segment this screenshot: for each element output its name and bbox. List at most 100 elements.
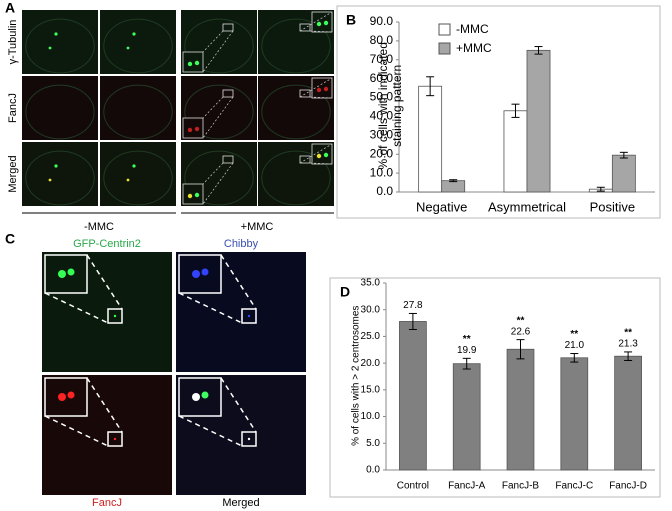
- zoom-line: [44, 415, 109, 447]
- bar: [441, 180, 466, 193]
- signal: [126, 178, 130, 182]
- zoom-line: [202, 30, 224, 53]
- y-tick-label: 30.0: [370, 128, 394, 142]
- cell-outline: [25, 84, 95, 140]
- row-label: γ-Tubulin: [7, 20, 19, 65]
- cell-outline: [261, 84, 331, 140]
- zoom-box: [241, 431, 257, 447]
- zoom-line: [44, 292, 109, 324]
- bar: [614, 355, 642, 471]
- y-tick-label: 15.0: [361, 384, 381, 395]
- signal: [316, 87, 322, 93]
- signal: [201, 268, 209, 276]
- micrograph: [100, 76, 176, 140]
- bar: [526, 49, 551, 193]
- zoom-line: [220, 377, 257, 433]
- zoom-line: [178, 292, 243, 324]
- signal: [67, 268, 75, 276]
- y-tick-label: 25.0: [361, 331, 381, 342]
- cell-outline: [261, 150, 331, 206]
- signal: [187, 193, 193, 199]
- bar: [418, 85, 443, 193]
- y-tick-label: 20.0: [370, 146, 394, 160]
- x-tick-label: Control: [397, 481, 429, 492]
- bar: [452, 363, 481, 471]
- panel-label: A: [5, 0, 15, 16]
- signal: [323, 86, 329, 92]
- significance-mark: **: [570, 329, 578, 340]
- signal: [247, 314, 251, 318]
- condition-label: -MMC: [84, 221, 114, 233]
- signal: [132, 32, 136, 36]
- signal: [194, 60, 200, 66]
- inset: [311, 143, 333, 165]
- zoom-box: [241, 308, 257, 324]
- y-tick-label: 90.0: [370, 14, 394, 28]
- significance-mark: **: [517, 315, 525, 326]
- cell-outline: [103, 18, 173, 74]
- zoom-box: [107, 308, 123, 324]
- cell-outline: [261, 18, 331, 74]
- bar: [506, 348, 535, 471]
- micrograph: [100, 10, 176, 74]
- row-label: FancJ: [7, 93, 19, 123]
- panel-label: C: [5, 231, 15, 247]
- y-tick-label: 10.0: [361, 411, 381, 422]
- zoom-line: [86, 254, 123, 310]
- signal: [187, 127, 193, 133]
- micrograph: [22, 10, 98, 74]
- x-tick-label: Negative: [416, 199, 467, 214]
- zoom-box: [299, 89, 311, 98]
- x-tick-label: FancJ-C: [555, 481, 593, 492]
- signal: [48, 46, 52, 50]
- x-tick-label: FancJ-A: [448, 481, 486, 492]
- cell-outline: [103, 84, 173, 140]
- legend-label: +MMC: [456, 41, 492, 55]
- y-tick-label: 20.0: [361, 358, 381, 369]
- value-label: 22.6: [511, 326, 531, 337]
- signal: [192, 270, 200, 278]
- micrograph: [100, 142, 176, 206]
- micrograph: [22, 142, 98, 206]
- value-label: 19.9: [457, 345, 477, 356]
- value-label: 21.3: [618, 339, 638, 350]
- panel-label: D: [340, 284, 350, 300]
- panel-b-frame: [336, 5, 661, 219]
- zoom-line: [202, 162, 224, 185]
- signal: [316, 21, 322, 27]
- y-tick-label: 0.0: [366, 465, 380, 476]
- zoom-box: [222, 89, 234, 98]
- y-tick-label: 10.0: [370, 165, 394, 179]
- inset: [182, 51, 204, 73]
- cell-outline: [25, 150, 95, 206]
- y-axis-label: % of cells with indicated staining patte…: [376, 42, 404, 170]
- bar: [503, 110, 528, 193]
- signal: [48, 178, 52, 182]
- zoom-box: [107, 431, 123, 447]
- zoom-line: [202, 30, 234, 73]
- y-axis-label: % of cells with > 2 centrosomes: [350, 305, 362, 446]
- x-tick-label: FancJ-D: [609, 481, 647, 492]
- condition-label: +MMC: [241, 221, 274, 233]
- signal: [194, 192, 200, 198]
- cell-outline: [103, 150, 173, 206]
- channel-label: Merged: [222, 497, 259, 509]
- cell-outline: [184, 18, 254, 74]
- inset: [182, 183, 204, 205]
- y-tick-label: 40.0: [370, 109, 394, 123]
- zoom-box: [299, 23, 311, 32]
- channel-label: Chibby: [224, 238, 259, 250]
- signal: [323, 20, 329, 26]
- zoom-box: [222, 155, 234, 164]
- cell-outline: [184, 150, 254, 206]
- zoom-line: [202, 96, 224, 119]
- y-tick-label: 30.0: [361, 304, 381, 315]
- inset: [178, 377, 222, 417]
- cell-outline: [25, 18, 95, 74]
- y-tick-label: 70.0: [370, 52, 394, 66]
- significance-mark: **: [624, 328, 632, 339]
- signal: [316, 153, 322, 159]
- channel-label: GFP-Centrin2: [73, 238, 141, 250]
- y-tick-label: 60.0: [370, 71, 394, 85]
- signal: [58, 393, 66, 401]
